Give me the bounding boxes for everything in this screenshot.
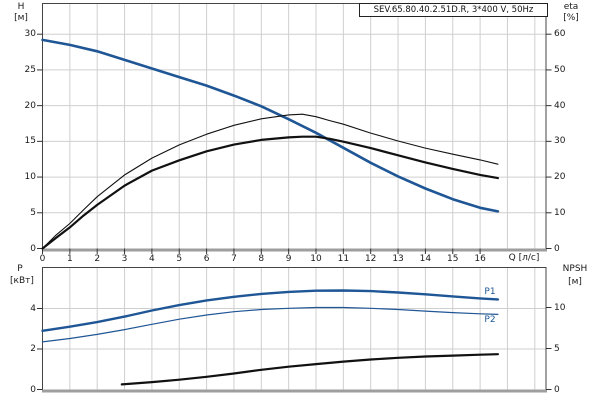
h-tick-label: 0 — [30, 243, 36, 254]
npsh-axis-title: NPSH — [562, 264, 588, 274]
npsh-tick-label: 10 — [554, 302, 566, 313]
p1-series-label: P1 — [484, 287, 496, 297]
eta-total-curve — [41, 135, 499, 250]
q-tick-label: 14 — [419, 254, 432, 264]
eta-tick-label: 30 — [554, 136, 566, 147]
q-tick-label: 13 — [392, 254, 404, 264]
NPSH-curve — [120, 353, 499, 386]
h-tick-label: 20 — [24, 100, 36, 111]
p2-series-label: P2 — [484, 315, 496, 325]
h-axis-unit: [м] — [14, 13, 28, 23]
q-tick-label: 7 — [231, 254, 237, 264]
eta-axis-unit: [%] — [563, 13, 579, 23]
P1-curve — [41, 289, 500, 332]
p-axis-title: P — [17, 264, 23, 274]
H-curve-curve — [41, 38, 500, 213]
x-axis-baseline — [42, 248, 547, 252]
q-tick-label: 8 — [258, 254, 265, 264]
pump-nameplate: SEV.65.80.40.2.51D.R, 3*400 V, 50Hz — [359, 3, 548, 17]
eta-pump-curve — [41, 113, 499, 250]
h-tick-label: 5 — [30, 207, 36, 218]
npsh-tick-label: 0 — [554, 384, 560, 395]
npsh-axis-unit: [м] — [568, 277, 582, 287]
eta-tick-label: 0 — [554, 243, 560, 254]
q-tick-label: 11 — [337, 254, 350, 264]
P2-curve — [41, 306, 499, 343]
npsh-tick-label: 5 — [554, 343, 560, 354]
h-tick-label: 25 — [24, 64, 36, 75]
plot-border — [42, 3, 547, 249]
eta-tick-label: 60 — [554, 29, 566, 40]
eta-axis-title: eta — [563, 2, 579, 12]
eta-tick-label: 50 — [554, 64, 566, 75]
q-tick-label: 12 — [364, 254, 377, 264]
p-tick-label: 2 — [30, 344, 36, 354]
eta-tick-label: 10 — [554, 207, 566, 218]
h-axis-title: H — [17, 2, 25, 12]
p-axis-unit: [кВт] — [10, 276, 34, 286]
p-tick-label: 4 — [30, 303, 36, 314]
eta-tick-label: 40 — [554, 100, 566, 111]
q-tick-label: 10 — [310, 254, 322, 264]
q-tick-label: 5 — [176, 254, 183, 264]
p-tick-label: 0 — [30, 384, 36, 395]
h-tick-label: 30 — [24, 29, 36, 40]
q-tick-label: 2 — [94, 254, 101, 264]
eta-tick-label: 20 — [554, 172, 566, 183]
q-tick-label: 3 — [121, 254, 128, 264]
q-tick-label: 15 — [447, 254, 459, 264]
plot-border — [42, 267, 547, 390]
q-tick-label: 1 — [66, 254, 73, 264]
x-axis-baseline — [42, 389, 547, 393]
q-tick-label: 16 — [474, 254, 486, 264]
q-tick-label: 9 — [285, 254, 292, 264]
q-axis-title: Q [л/с] — [508, 253, 540, 263]
h-tick-label: 15 — [24, 136, 36, 147]
q-tick-label: 0 — [39, 254, 46, 264]
q-tick-label: 6 — [203, 254, 210, 264]
q-tick-label: 4 — [149, 254, 155, 264]
h-tick-label: 10 — [24, 172, 36, 183]
